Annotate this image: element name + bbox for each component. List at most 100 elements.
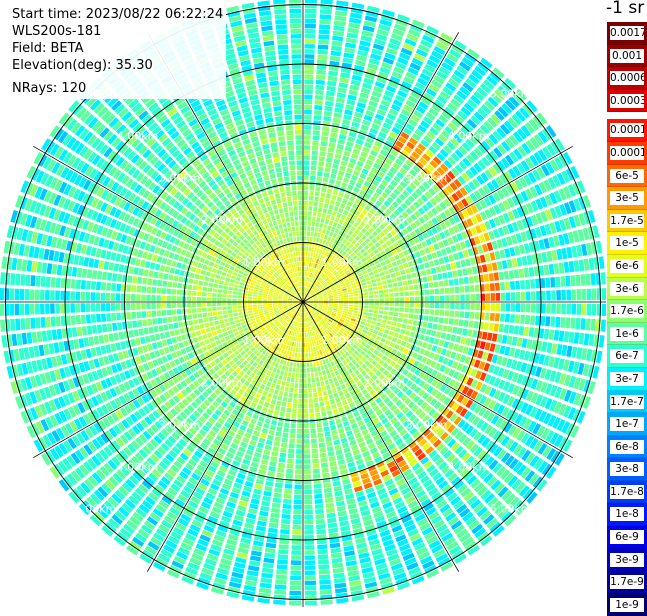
range-gate-cell	[286, 474, 293, 479]
range-gate-cell	[399, 292, 404, 296]
range-gate-cell	[303, 373, 306, 378]
range-gate-cell	[367, 248, 373, 253]
range-gate-cell	[312, 342, 315, 347]
range-gate-cell	[338, 459, 346, 465]
range-gate-cell	[304, 409, 308, 414]
range-gate-cell	[304, 429, 309, 434]
range-gate-cell	[304, 165, 310, 170]
range-gate-cell	[303, 348, 305, 353]
range-gate-cell	[373, 249, 379, 255]
range-gate-cell	[283, 428, 289, 433]
range-gate-cell	[382, 266, 388, 271]
range-gate-cell	[287, 403, 292, 408]
range-gate-cell	[227, 350, 233, 356]
range-gate-cell	[327, 188, 333, 193]
range-gate-cell	[491, 293, 496, 301]
range-gate-cell	[434, 282, 439, 288]
range-gate-cell	[312, 222, 316, 227]
range-gate-cell	[305, 9, 317, 14]
range-gate-cell	[457, 269, 463, 276]
range-gate-cell	[307, 368, 310, 373]
range-gate-cell	[384, 289, 389, 293]
range-gate-cell	[330, 466, 338, 472]
range-gate-cell	[214, 335, 220, 340]
range-gate-cell	[384, 298, 389, 302]
range-gate-cell	[324, 106, 332, 111]
range-gate-cell	[335, 445, 342, 451]
range-gate-cell	[393, 317, 398, 322]
range-gate-cell	[300, 358, 303, 363]
range-gate-cell	[348, 310, 353, 313]
range-gate-cell	[333, 26, 345, 32]
range-gate-cell	[571, 289, 576, 300]
range-gate-cell	[411, 326, 416, 332]
range-gate-cell	[317, 428, 323, 433]
range-gate-cell	[323, 208, 328, 213]
range-gate-cell	[258, 469, 266, 475]
range-gate-cell	[507, 336, 513, 345]
range-gate-cell	[516, 292, 521, 301]
range-gate-cell	[445, 295, 450, 301]
range-gate-cell	[374, 310, 379, 314]
range-gate-cell	[327, 236, 331, 241]
range-gate-cell	[282, 365, 286, 370]
range-gate-cell	[309, 201, 313, 206]
range-gate-cell	[316, 519, 325, 524]
range-gate-cell	[326, 508, 335, 513]
range-gate-cell	[273, 378, 278, 383]
range-gate-cell	[427, 254, 433, 261]
range-gate-cell	[304, 505, 312, 510]
range-gate-cell	[339, 379, 344, 385]
range-gate-cell	[529, 267, 535, 277]
range-gate-cell	[283, 499, 291, 504]
range-gate-cell	[315, 227, 319, 232]
range-gate-cell	[260, 384, 265, 390]
range-gate-cell	[311, 444, 317, 449]
range-gate-cell	[308, 252, 311, 257]
range-gate-cell	[599, 256, 605, 269]
range-gate-cell	[305, 586, 317, 591]
range-gate-cell	[495, 283, 500, 291]
range-gate-cell	[318, 554, 329, 559]
range-gate-cell	[485, 284, 490, 292]
range-gate-cell	[308, 348, 311, 353]
range-gate-cell	[334, 299, 339, 301]
range-gate-cell	[388, 316, 393, 320]
range-gate-cell	[310, 237, 313, 242]
range-gate-cell	[485, 342, 491, 350]
range-gate-cell	[339, 298, 344, 300]
range-gate-cell	[269, 523, 279, 529]
range-gate-cell	[442, 272, 447, 279]
range-gate-cell	[318, 438, 324, 443]
range-gate-cell	[304, 150, 310, 155]
range-gate-cell	[343, 291, 348, 294]
range-gate-cell	[506, 292, 511, 300]
range-gate-cell	[394, 288, 399, 292]
range-gate-cell	[485, 313, 490, 321]
range-gate-cell	[305, 24, 316, 29]
range-gate-cell	[328, 76, 338, 82]
range-gate-cell	[307, 363, 310, 368]
range-gate-cell	[525, 280, 530, 289]
range-gate-cell	[351, 226, 357, 232]
range-gate-cell	[470, 339, 476, 347]
range-gate-cell	[299, 378, 302, 383]
range-gate-cell	[268, 528, 278, 534]
range-gate-cell	[326, 230, 330, 235]
range-gate-cell	[354, 229, 360, 235]
range-gate-cell	[342, 119, 350, 125]
range-gate-cell	[321, 0, 333, 5]
range-gate-cell	[305, 267, 307, 272]
range-gate-cell	[217, 329, 222, 334]
range-gate-cell	[378, 314, 383, 318]
range-gate-cell	[331, 169, 337, 175]
range-gate-cell	[329, 461, 336, 467]
range-gate-cell	[421, 328, 427, 334]
range-gate-cell	[415, 297, 420, 302]
range-gate-cell	[309, 398, 313, 403]
range-gate-cell	[286, 469, 293, 474]
range-gate-cell	[546, 304, 551, 314]
range-gate-cell	[318, 161, 324, 166]
range-gate-cell	[284, 489, 292, 494]
range-gate-cell	[256, 479, 264, 485]
